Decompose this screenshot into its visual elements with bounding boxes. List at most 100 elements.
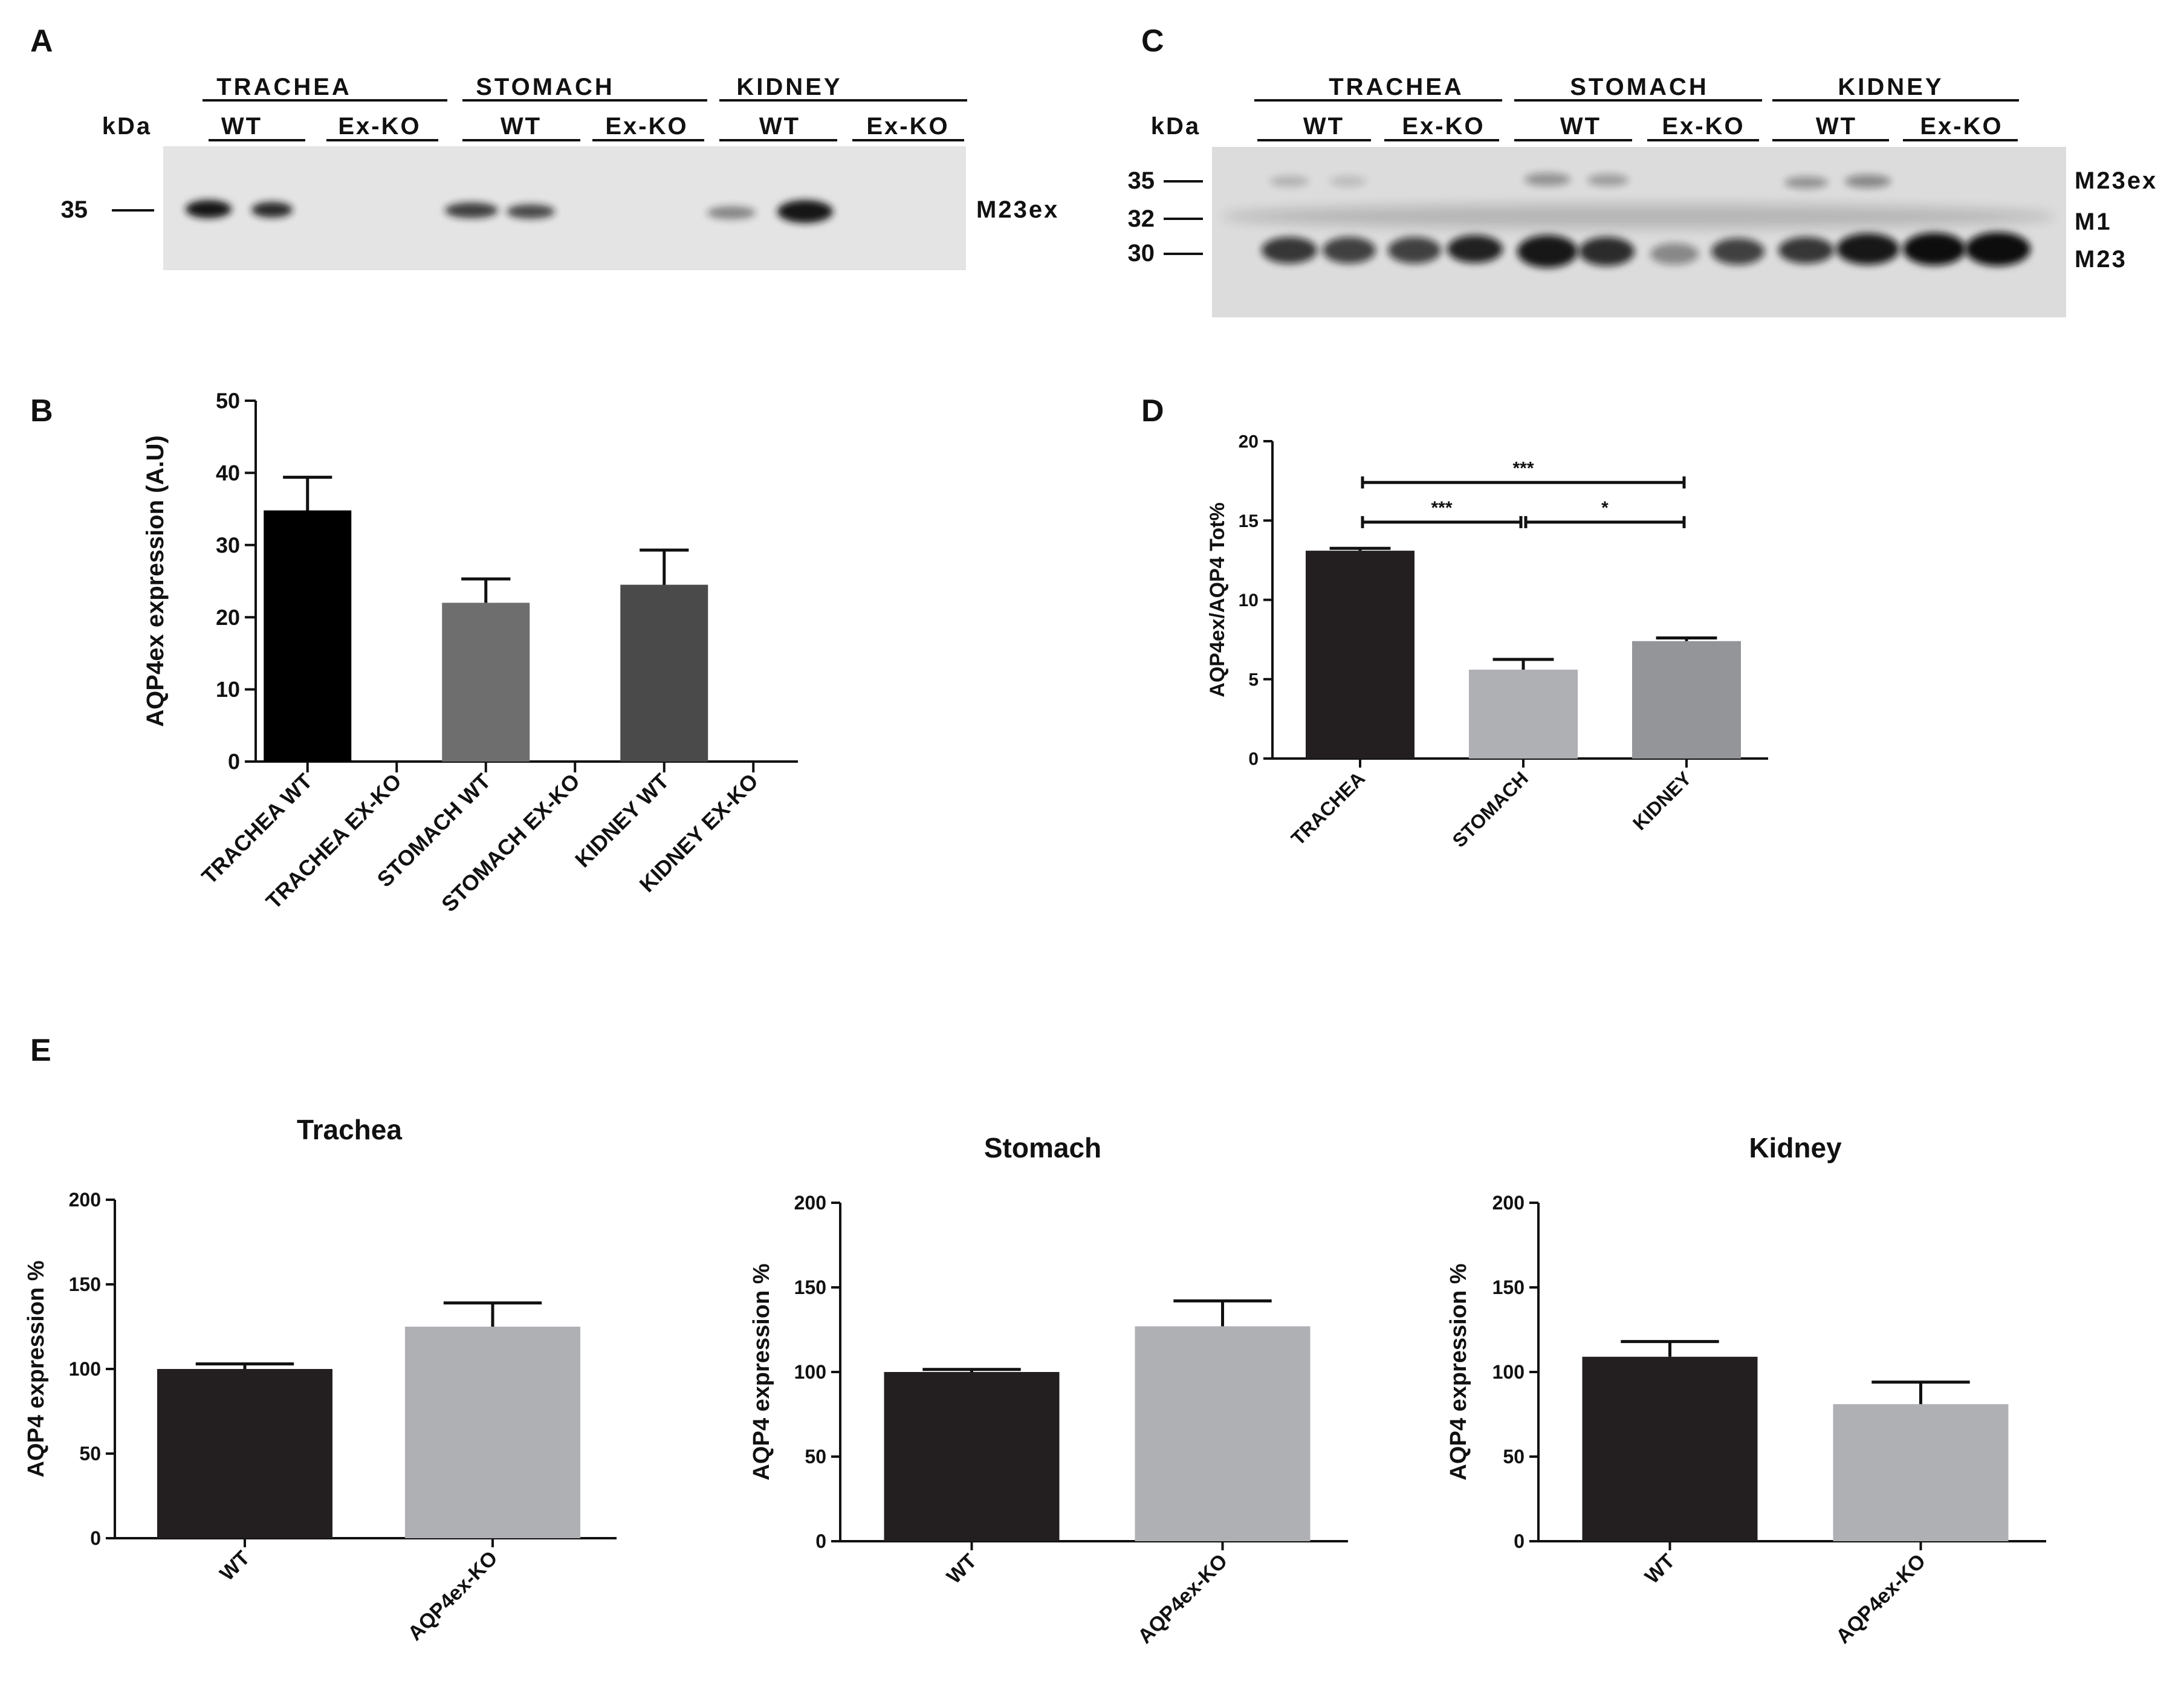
bar (442, 603, 530, 762)
blot-band (1517, 235, 1578, 268)
blot-a-kda-label: kDa (102, 113, 152, 140)
blot-c-kda-label: kDa (1151, 113, 1201, 140)
blot-a-band-label: M23ex (976, 196, 1059, 223)
blot-c-group-stomach: STOMACH (1570, 74, 1708, 100)
blot-band (1330, 176, 1366, 187)
y-tick-label: 50 (79, 1443, 101, 1464)
blot-band (1270, 176, 1309, 187)
bar (1469, 670, 1578, 759)
bar (157, 1369, 332, 1538)
y-tick-label: 150 (1492, 1276, 1525, 1298)
blot-band (1650, 243, 1699, 265)
panel-b-letter: B (30, 393, 53, 429)
blot-c-group-lines (1254, 99, 2019, 141)
significance-label: * (1601, 498, 1609, 518)
bar (1306, 551, 1414, 759)
y-tick-label: 100 (794, 1361, 826, 1383)
y-tick-label: 20 (1239, 432, 1259, 452)
panel-c-letter: C (1141, 24, 1164, 59)
y-axis-label: AQP4ex expression (A.U) (142, 435, 169, 726)
y-tick-label: 0 (228, 749, 240, 774)
significance-label: *** (1512, 458, 1534, 478)
blot-band (1784, 176, 1828, 189)
x-category-label: STOMACH (1448, 767, 1532, 851)
chart-d: 0 5 10 15 20 AQP4ex/AQP4 Tot% TRACHEA STOMACH KI… (1206, 432, 1768, 852)
y-tick-label: 50 (1503, 1446, 1525, 1467)
blot-band (1711, 238, 1764, 265)
y-tick-label: 30 (216, 532, 240, 557)
blot-band (1836, 233, 1899, 265)
blot-band (777, 200, 833, 223)
blot-c-subgroup: Ex-KO (1920, 113, 2003, 140)
x-category-label: WT (215, 1547, 254, 1585)
chart-title: Kidney (1749, 1132, 1842, 1163)
blot-a-subgroup: Ex-KO (866, 113, 949, 140)
y-axis-label: AQP4ex/AQP4 Tot% (1206, 502, 1229, 697)
x-category-label: TRACHEA (1287, 767, 1369, 849)
blot-c-band-label: M1 (2075, 209, 2112, 235)
blot-a-subgroup: WT (221, 113, 262, 140)
blot-band (1447, 235, 1503, 263)
blot-a-subgroup: WT (759, 113, 800, 140)
blot-c-membrane (1212, 147, 2066, 317)
blot-a-marker-35: 35 (61, 196, 88, 223)
y-tick-label: 20 (216, 605, 240, 630)
y-tick-label: 0 (1248, 749, 1259, 769)
y-tick-label: 200 (69, 1189, 101, 1211)
blot-c-marker: 32 (1128, 205, 1155, 232)
blot-band (1903, 233, 1966, 265)
blot-c-marker: 35 (1128, 167, 1155, 194)
y-tick-label: 50 (805, 1446, 826, 1467)
blot-a-subgroup: Ex-KO (605, 113, 688, 140)
y-tick-label: 10 (216, 677, 240, 702)
bar (264, 510, 352, 762)
panel-c: C TRACHEA STOMACH KIDNEY kDa WT Ex-KO WT… (1128, 24, 2157, 317)
blot-c-subgroup: WT (1816, 113, 1857, 140)
chart-e-kidney: Kidney 0 50 100 150 200 AQP4 expression % WT AQP… (1446, 1132, 2046, 1648)
blot-c-markers: 35 32 30 (1128, 167, 1155, 267)
blot-c-marker-ticks (1164, 180, 1203, 255)
y-tick-label: 0 (1514, 1530, 1525, 1552)
blot-c-subgroups: WT Ex-KO WT Ex-KO WT Ex-KO (1303, 113, 2003, 140)
blot-c-subgroup: Ex-KO (1402, 113, 1485, 140)
y-tick-label: 10 (1239, 591, 1259, 610)
y-tick-label: 40 (216, 461, 240, 485)
y-axis-label: AQP4 expression % (1446, 1263, 1471, 1480)
panel-a-letter: A (30, 24, 53, 59)
blot-c-group-kidney: KIDNEY (1838, 74, 1943, 100)
chart-e-stomach: Stomach 0 50 100 150 200 AQP4 expression % WT AQ… (749, 1132, 1348, 1648)
bar (405, 1327, 580, 1538)
y-tick-label: 0 (90, 1527, 101, 1549)
blot-c-marker: 30 (1128, 240, 1155, 267)
y-tick-label: 200 (1492, 1192, 1525, 1214)
x-category-label: AQP4ex-KO (404, 1547, 502, 1645)
blot-a-group-trachea: TRACHEA (216, 74, 352, 100)
chart-title: Stomach (984, 1132, 1101, 1163)
blot-a-subgroup: Ex-KO (338, 113, 421, 140)
y-tick-label: 150 (794, 1276, 826, 1298)
bar (1833, 1404, 2009, 1541)
blot-a-membrane (163, 146, 966, 270)
blot-c-group-trachea: TRACHEA (1329, 74, 1464, 100)
chart-e-trachea: Trachea 0 50 100 150 200 AQP4 expression % WT AQ… (24, 1114, 617, 1645)
blot-band (1525, 173, 1570, 186)
panel-a: A TRACHEA STOMACH KIDNEY kDa WT Ex-KO WT… (30, 24, 1059, 270)
blot-band (1587, 174, 1628, 186)
blot-band (1965, 232, 2030, 266)
y-tick-label: 5 (1248, 670, 1259, 690)
blot-band (186, 200, 232, 218)
blot-c-band-label: M23ex (2075, 167, 2157, 194)
y-axis-label: AQP4 expression % (24, 1260, 49, 1477)
blot-band (1845, 175, 1891, 188)
x-category-label: AQP4ex-KO (1832, 1550, 1930, 1648)
y-tick-label: 50 (216, 389, 240, 413)
blot-c-subgroup: WT (1560, 113, 1601, 140)
blot-a-group-lines (203, 99, 967, 141)
y-axis-label: AQP4 expression % (749, 1263, 774, 1480)
x-category-label: AQP4ex-KO (1133, 1550, 1232, 1648)
blot-band (707, 206, 756, 219)
y-tick-label: 100 (1492, 1361, 1525, 1383)
y-tick-label: 15 (1239, 511, 1259, 531)
